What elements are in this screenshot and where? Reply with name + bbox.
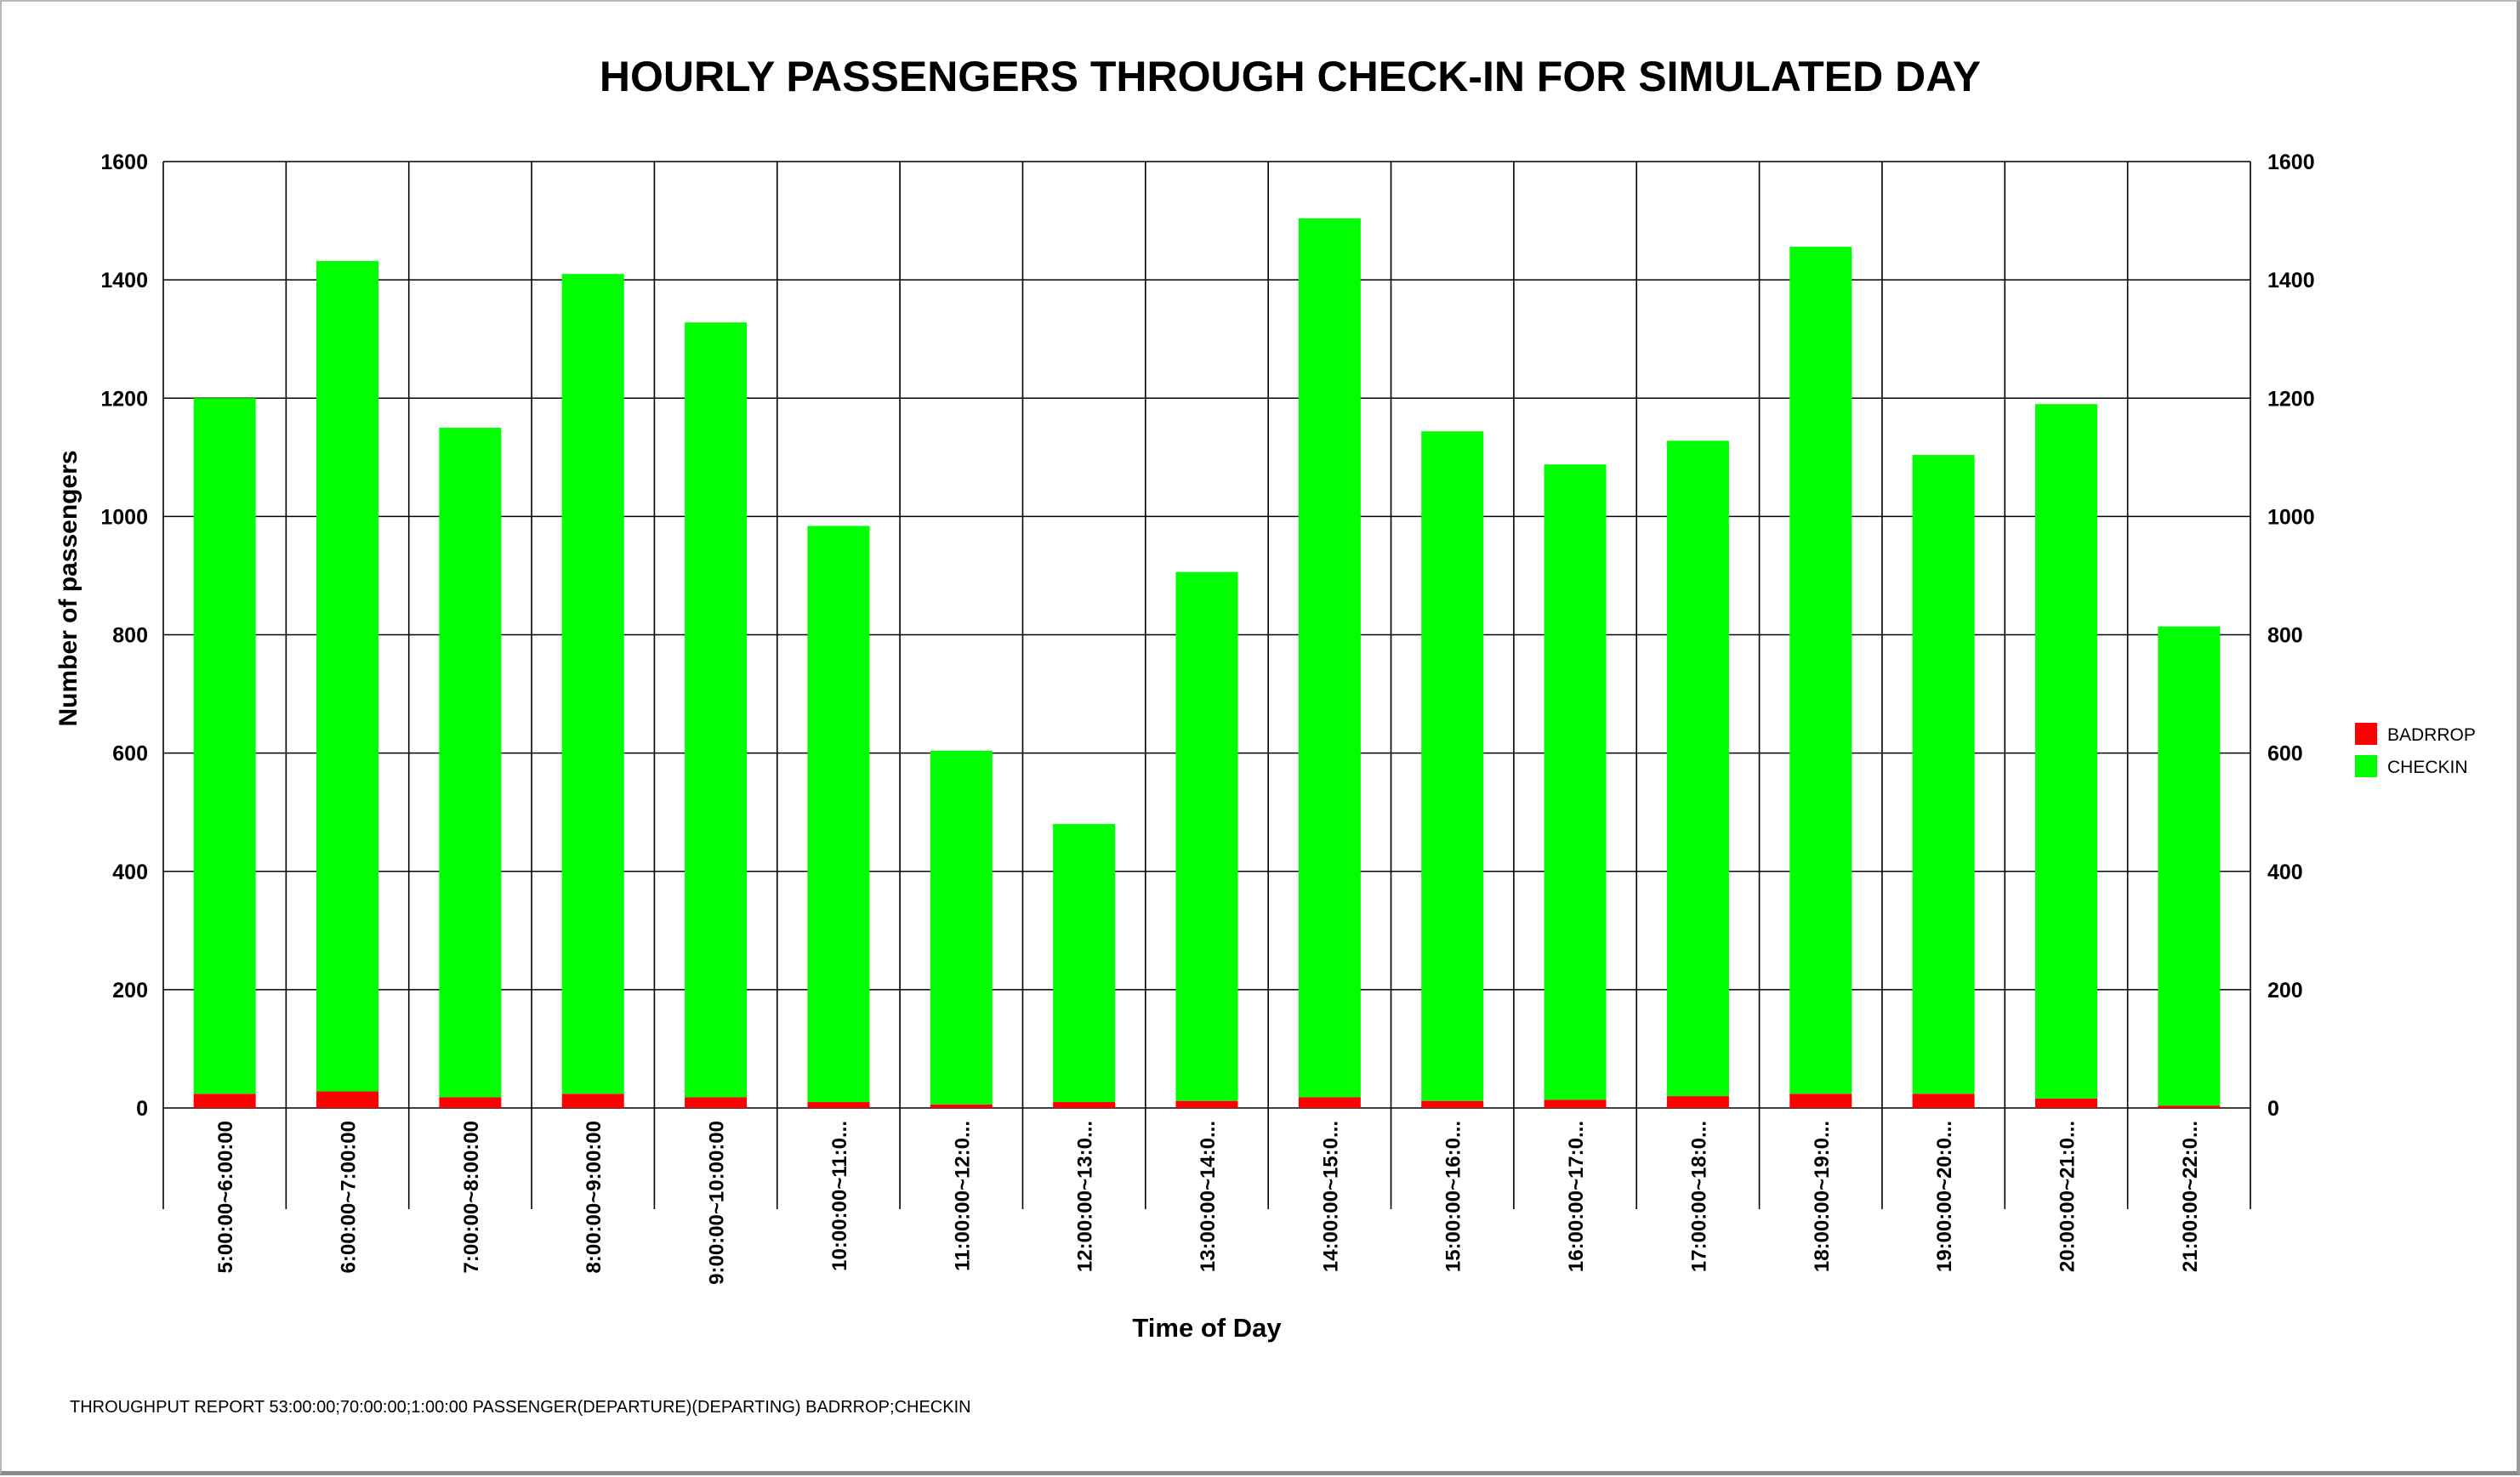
bar-checkin <box>2158 626 2221 1106</box>
x-tick-label: 9:00:00~10:00:00 <box>706 1121 729 1285</box>
legend-label: BADRROP <box>2387 725 2476 745</box>
bar-checkin <box>1789 247 1852 1094</box>
legend: BADRROP CHECKIN <box>2355 723 2476 777</box>
x-axis-label: Time of Day <box>1132 1313 1282 1343</box>
bar-badrrop <box>439 1097 502 1108</box>
bar-badrrop <box>2158 1105 2221 1108</box>
bar-checkin <box>193 398 256 1094</box>
x-tick-label: 10:00:00~11:0... <box>828 1121 851 1271</box>
bar-checkin <box>439 428 502 1098</box>
x-axis-ticks: 5:00:00~6:00:00 6:00:00~7:00:00 7:00:00~8:… <box>214 1121 2202 1285</box>
x-tick-label: 21:00:00~22:0... <box>2179 1121 2202 1272</box>
y-tick-label-left: 1000 <box>100 505 148 529</box>
chart-title: HOURLY PASSENGERS THROUGH CHECK-IN FOR S… <box>600 53 1981 100</box>
x-tick-label: 18:00:00~19:0... <box>1811 1121 1834 1272</box>
x-tick-label: 16:00:00~17:0... <box>1565 1121 1588 1272</box>
x-tick-label: 15:00:00~16:0... <box>1442 1121 1465 1272</box>
y-tick-label-right: 600 <box>2267 742 2303 766</box>
bar-badrrop <box>1053 1102 1116 1108</box>
bar-badrrop <box>1912 1094 1975 1108</box>
y-tick-label-left: 0 <box>136 1097 148 1121</box>
bar-checkin <box>685 322 748 1098</box>
x-tick-label: 11:00:00~12:0... <box>951 1121 974 1271</box>
bar-badrrop <box>807 1102 870 1108</box>
y-axis-right-ticks: 0 200 400 600 800 1000 1200 1400 1600 <box>2267 151 2315 1121</box>
y-tick-label-left: 400 <box>112 861 148 884</box>
bar-badrrop <box>1175 1100 1238 1108</box>
y-tick-label-right: 200 <box>2267 979 2303 1003</box>
x-tick-label: 20:00:00~21:0... <box>2056 1121 2079 1272</box>
bar-badrrop <box>193 1094 256 1108</box>
y-tick-label-right: 800 <box>2267 624 2303 648</box>
x-tick-label: 12:00:00~13:0... <box>1074 1121 1097 1272</box>
bars <box>193 218 2221 1108</box>
bar-badrrop <box>561 1094 624 1108</box>
y-tick-label-right: 1600 <box>2267 151 2315 174</box>
x-tick-label: 5:00:00~6:00:00 <box>214 1121 237 1273</box>
bar-checkin <box>1421 431 1484 1101</box>
bar-checkin <box>930 750 993 1105</box>
y-tick-label-right: 1200 <box>2267 387 2315 411</box>
bar-badrrop <box>1544 1099 1607 1108</box>
bar-badrrop <box>685 1097 748 1108</box>
x-tick-label: 19:00:00~20:0... <box>1933 1121 1956 1272</box>
bar-checkin <box>1666 440 1729 1097</box>
gridlines <box>162 161 2251 1209</box>
y-tick-label-left: 600 <box>112 742 148 766</box>
bar-checkin <box>1053 824 1116 1103</box>
x-tick-label: 13:00:00~14:0... <box>1197 1121 1220 1272</box>
bar-checkin <box>2034 404 2097 1099</box>
bar-checkin <box>1175 571 1238 1101</box>
bar-checkin <box>1912 455 1975 1094</box>
y-tick-label-left: 1600 <box>100 151 148 174</box>
y-tick-label-left: 800 <box>112 624 148 648</box>
bar-checkin <box>316 260 379 1092</box>
x-tick-label: 8:00:00~9:00:00 <box>583 1121 606 1273</box>
y-tick-label-right: 1000 <box>2267 505 2315 529</box>
y-tick-label-right: 400 <box>2267 861 2303 884</box>
bar-badrrop <box>1421 1100 1484 1108</box>
y-axis-left-ticks: 0 200 400 600 800 1000 1200 1400 1600 <box>100 151 148 1121</box>
bar-badrrop <box>1298 1097 1361 1108</box>
y-tick-label-right: 0 <box>2267 1097 2279 1121</box>
bar-badrrop <box>1789 1094 1852 1108</box>
bar-badrrop <box>2034 1098 2097 1108</box>
bar-badrrop <box>930 1104 993 1108</box>
x-tick-label: 14:00:00~15:0... <box>1319 1121 1342 1272</box>
y-tick-label-left: 1400 <box>100 269 148 293</box>
y-axis-label: Number of passengers <box>54 450 82 726</box>
bar-checkin <box>561 274 624 1094</box>
bar-badrrop <box>1666 1096 1729 1108</box>
legend-swatch <box>2355 723 2377 745</box>
y-tick-label-right: 1400 <box>2267 269 2315 293</box>
report-footer: THROUGHPUT REPORT 53:00:00;70:00:00;1:00… <box>70 1398 971 1417</box>
bar-checkin <box>807 525 870 1103</box>
bar-badrrop <box>316 1091 379 1108</box>
bar-checkin <box>1544 464 1607 1100</box>
bar-checkin <box>1298 218 1361 1098</box>
x-tick-label: 6:00:00~7:00:00 <box>338 1121 361 1273</box>
y-tick-label-left: 1200 <box>100 387 148 411</box>
x-tick-label: 7:00:00~8:00:00 <box>460 1121 483 1273</box>
legend-label: CHECKIN <box>2387 758 2468 777</box>
x-tick-label: 17:00:00~18:0... <box>1687 1121 1710 1272</box>
y-tick-label-left: 200 <box>112 979 148 1003</box>
legend-swatch <box>2355 755 2377 777</box>
